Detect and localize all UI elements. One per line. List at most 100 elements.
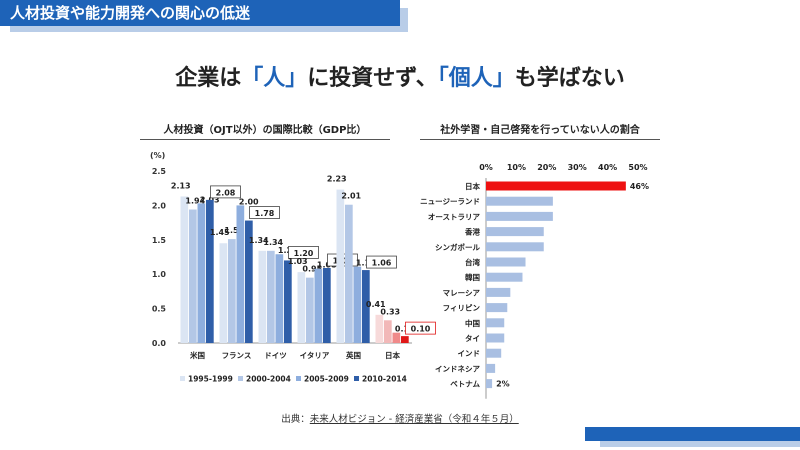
left-chart-title-underline: [140, 139, 390, 140]
right-chart-title-underline: [420, 139, 660, 140]
data-label: 0.33: [380, 307, 400, 316]
bar: [486, 379, 493, 389]
y-tick-label: オーストラリア: [428, 212, 481, 221]
y-tick-label: インドネシア: [435, 364, 480, 373]
source-note: 出典：未来人材ビジョン - 経済産業省（令和４年５月）: [0, 411, 800, 425]
bar: [486, 211, 553, 221]
bar: [189, 209, 197, 343]
bar: [345, 204, 353, 343]
data-label: 2.03: [200, 195, 220, 204]
data-label-box: [405, 321, 436, 335]
y-tick-label: 韓国: [465, 272, 480, 282]
data-label: 1.51: [224, 226, 244, 235]
headline-accent1: 「人」: [241, 66, 308, 91]
bar: [392, 332, 401, 343]
data-label: 2.13: [171, 181, 191, 190]
y-tick-label: 香港: [464, 227, 480, 237]
data-label-box: [366, 255, 397, 269]
headline-part1: 企業は: [175, 66, 242, 91]
bar: [486, 333, 505, 343]
data-label: 1.29: [278, 246, 298, 255]
source-link[interactable]: 未来人材ビジョン - 経済産業省（令和４年５月）: [309, 414, 519, 425]
headline-part3: も学ばない: [514, 66, 625, 91]
data-label: 1.34: [263, 238, 283, 247]
bar: [236, 205, 245, 343]
x-tick-label: 30%: [568, 163, 587, 172]
y-tick-label: 中国: [465, 318, 480, 328]
bar: [314, 268, 323, 343]
data-label: 1.11: [356, 259, 376, 268]
bar: [486, 242, 544, 252]
bar: [336, 189, 345, 343]
data-label: 1.34: [249, 236, 269, 245]
bar: [197, 203, 206, 343]
data-label-box: [288, 246, 319, 259]
x-tick-label: 40%: [598, 163, 617, 172]
legend-label: 2000-2004: [246, 375, 291, 384]
bar: [486, 181, 626, 191]
legend-label: 2010-2014: [362, 375, 407, 384]
data-label: 0.41: [366, 300, 386, 309]
x-tick-label: 20%: [537, 163, 556, 172]
y-tick-label: ニュージーランド: [420, 197, 480, 206]
footer-bar: [585, 427, 800, 441]
data-label: 0.10: [411, 325, 431, 334]
bar: [228, 239, 236, 343]
legend-swatch: [180, 376, 185, 381]
y-tick-label: 台湾: [465, 257, 480, 267]
y-tick-label: 0.5: [152, 305, 167, 314]
left-chart-title: 人材投資（OJT以外）の国際比較（GDP比）: [140, 121, 390, 140]
bar: [401, 336, 409, 343]
bar: [284, 260, 292, 343]
y-tick-label: ベトナム: [450, 380, 480, 389]
headline-part2: に投資せず、: [307, 66, 438, 91]
bar: [267, 250, 275, 343]
legend-swatch: [238, 376, 243, 381]
headline-accent2: 「個人」: [437, 66, 515, 91]
bar: [486, 257, 526, 267]
data-label: 0.15: [395, 325, 415, 334]
x-tick-label: 50%: [628, 163, 647, 172]
y-tick-label: 1.0: [152, 270, 167, 279]
banner-title: 人材投資や能力開発への関心の低迷: [10, 4, 251, 22]
bar: [180, 196, 189, 343]
bar: [258, 250, 267, 343]
x-tick-label: 英国: [346, 350, 361, 360]
y-tick-label: インド: [458, 349, 481, 358]
data-label: 1.03: [288, 257, 308, 266]
bar: [486, 272, 523, 282]
y-tick-label: シンガポール: [435, 242, 480, 252]
data-label: 1.78: [255, 209, 275, 218]
x-tick-label: ドイツ: [264, 351, 287, 360]
bar: [486, 196, 553, 206]
y-tick-label: 0.0: [152, 339, 167, 348]
y-tick-label: 2.0: [152, 201, 167, 210]
legend-swatch: [296, 376, 301, 381]
data-label: 1.45: [210, 228, 230, 237]
data-label: 1.94: [185, 197, 205, 206]
y-tick-label: タイ: [465, 333, 480, 343]
bar: [375, 314, 384, 343]
bar: [306, 277, 314, 343]
bar: [486, 318, 505, 328]
data-label: 2.23: [327, 175, 347, 184]
bar: [486, 348, 502, 358]
bar: [245, 220, 253, 343]
data-label: 0.95: [302, 265, 322, 274]
legend-label: 2005-2009: [304, 375, 349, 384]
data-label: 2.00: [239, 197, 259, 206]
x-tick-label: 0%: [479, 163, 493, 172]
bar: [362, 270, 370, 343]
data-label-box: [210, 185, 241, 199]
y-tick-label: 日本: [465, 181, 480, 191]
data-label-box: [249, 206, 280, 219]
x-tick-label: 10%: [507, 163, 526, 172]
data-label: 1.20: [294, 249, 314, 258]
y-tick-label: 1.5: [152, 236, 167, 245]
data-label: 1.08: [317, 261, 337, 270]
y-tick-label: 2.5: [152, 167, 167, 176]
data-label: 2.01: [341, 192, 361, 201]
bar: [219, 243, 228, 343]
data-label: 2%: [496, 380, 510, 389]
y-tick-label: マレーシア: [443, 288, 481, 297]
